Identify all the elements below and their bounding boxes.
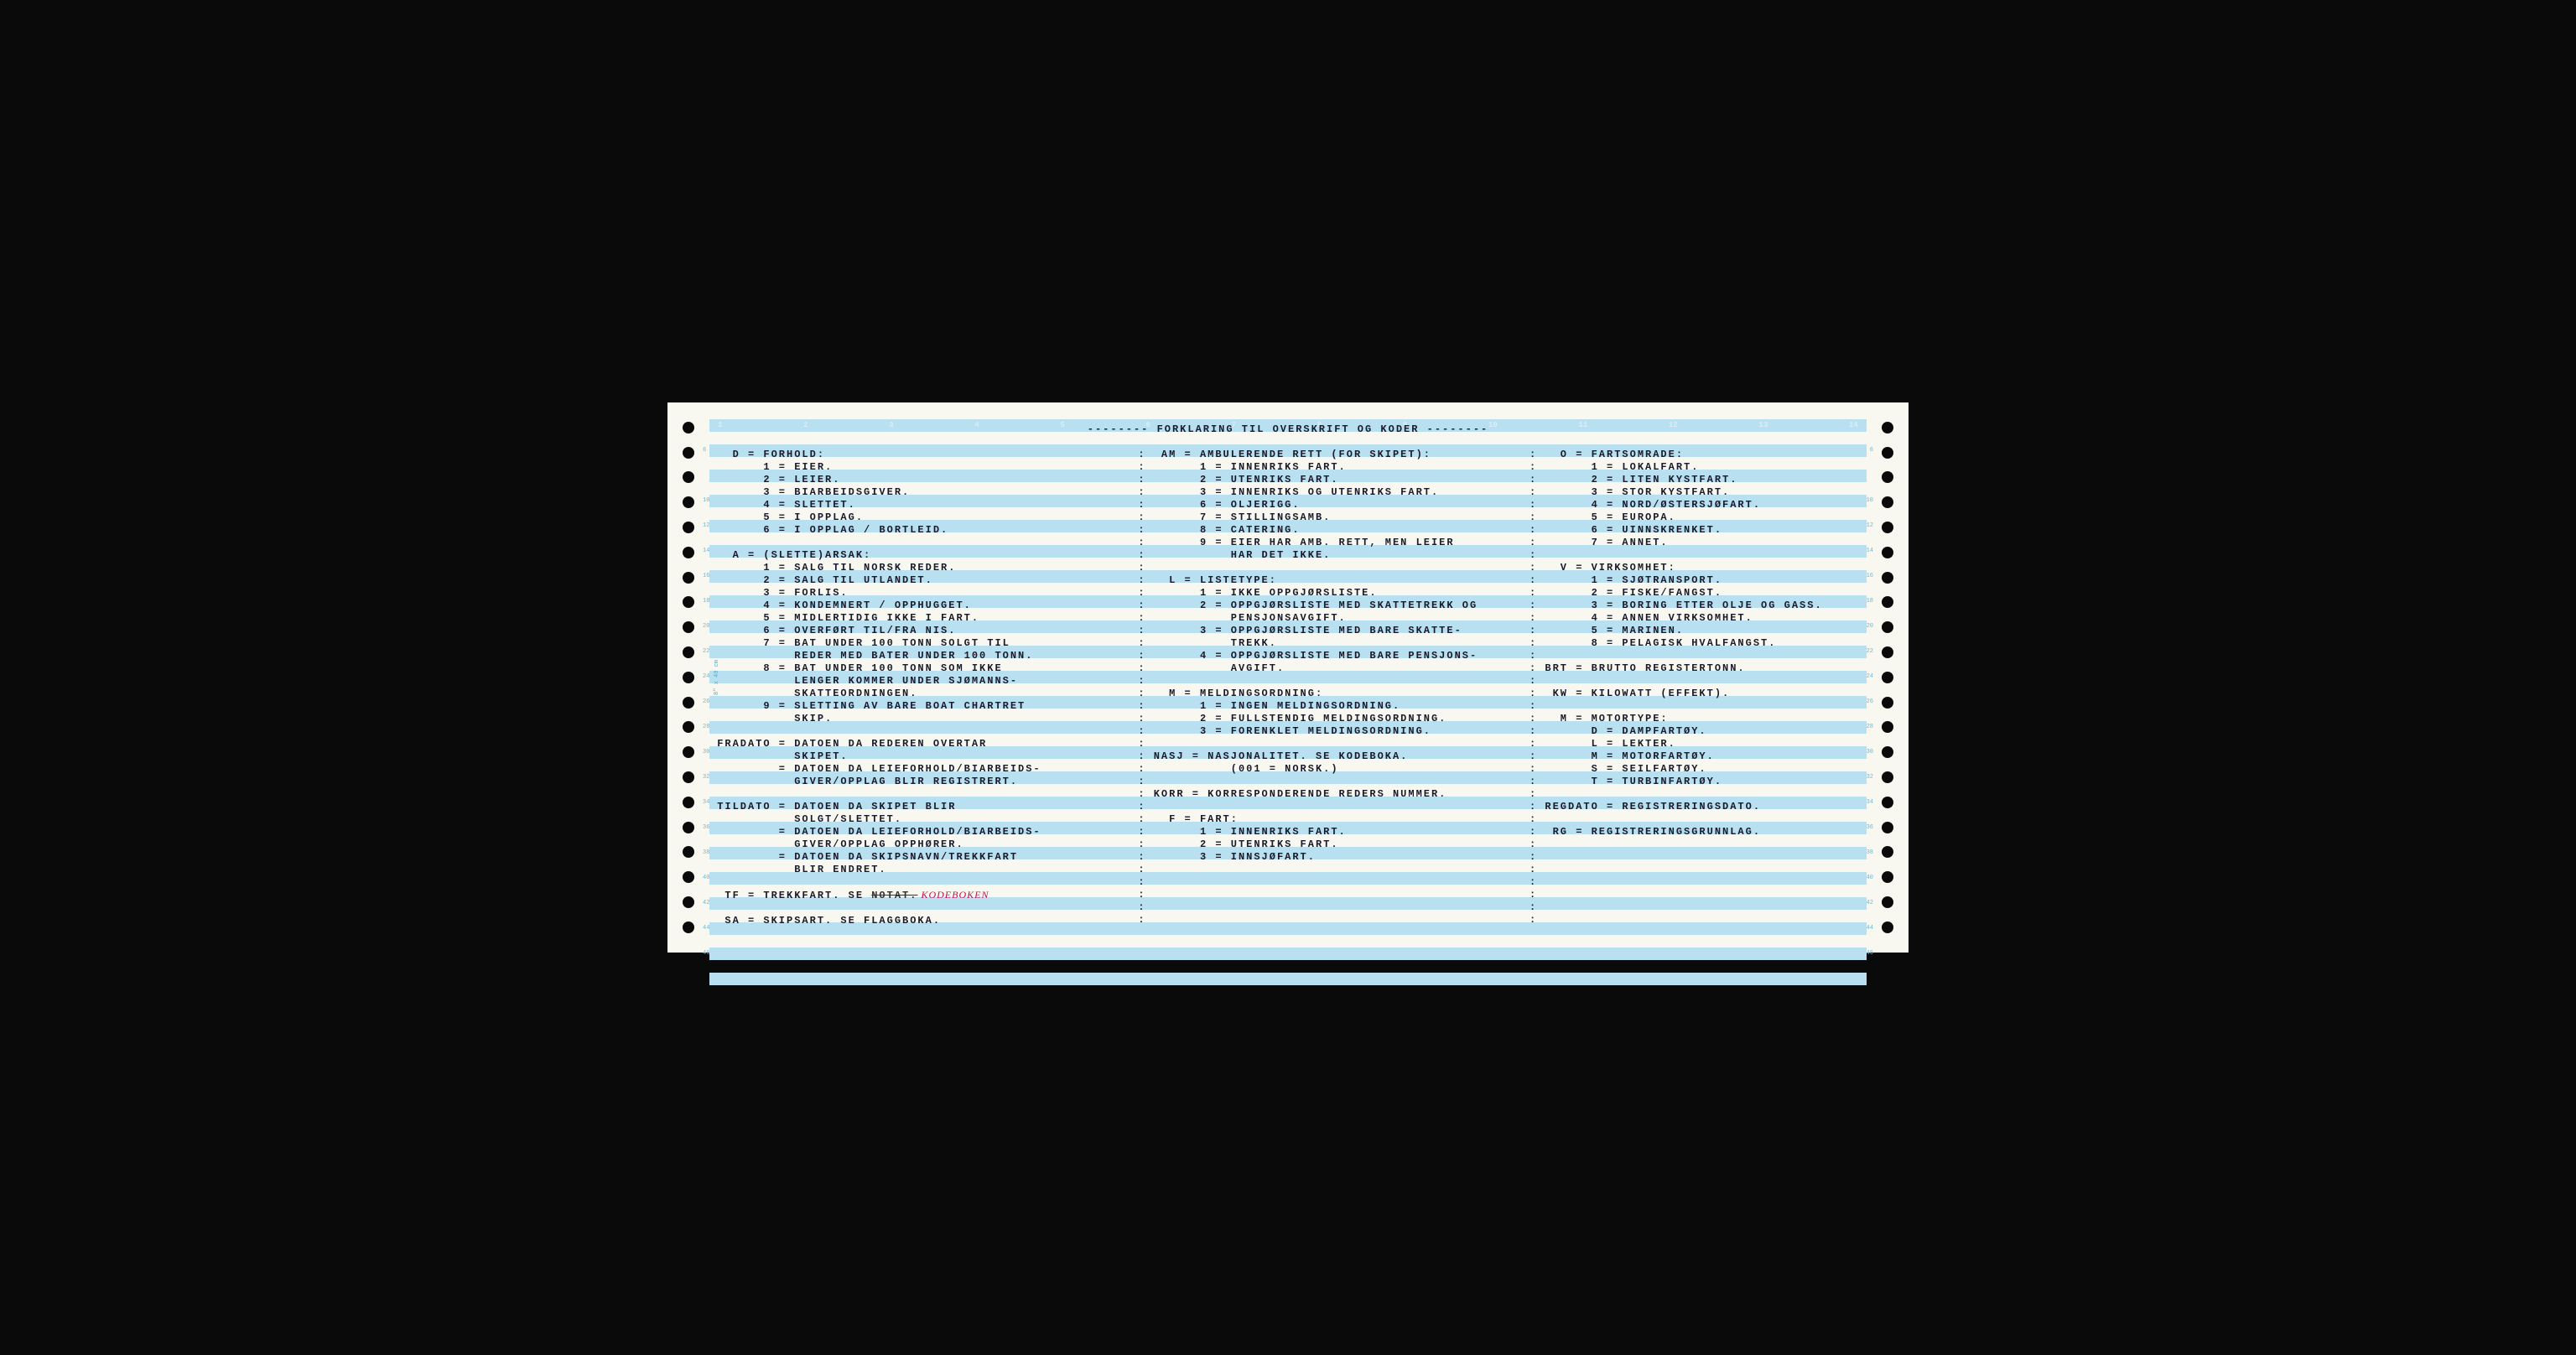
- sprocket-hole: [683, 672, 694, 683]
- sprocket-hole: [1882, 822, 1893, 833]
- sprocket-hole: [1882, 846, 1893, 858]
- sprocket-hole: [1882, 672, 1893, 683]
- sprocket-hole: [1882, 771, 1893, 783]
- continuous-form-paper: 8" x 40 cm 1234567891011121314 6 10 12 1…: [667, 402, 1909, 953]
- sprocket-hole: [683, 896, 694, 908]
- sprocket-hole: [1882, 721, 1893, 733]
- sprocket-hole: [683, 496, 694, 508]
- sprocket-hole: [683, 572, 694, 584]
- handwritten-correction: KODEBOKEN: [917, 889, 989, 901]
- sprocket-hole: [683, 547, 694, 558]
- code-columns: D = FORHOLD: 1 = EIER. 2 = LEIER. 3 = BI…: [709, 449, 1867, 927]
- sprocket-hole: [1882, 572, 1893, 584]
- page-title: -------- FORKLARING TIL OVERSKRIFT OG KO…: [709, 419, 1867, 436]
- sprocket-holes-left: [672, 402, 705, 953]
- sprocket-hole: [683, 922, 694, 933]
- sprocket-hole: [1882, 621, 1893, 633]
- sprocket-hole: [683, 697, 694, 709]
- sprocket-hole: [1882, 896, 1893, 908]
- sprocket-hole: [683, 447, 694, 459]
- sprocket-hole: [683, 621, 694, 633]
- sprocket-hole: [1882, 422, 1893, 433]
- sprocket-hole: [1882, 496, 1893, 508]
- sprocket-holes-right: [1871, 402, 1904, 953]
- sprocket-hole: [1882, 471, 1893, 483]
- sprocket-hole: [1882, 547, 1893, 558]
- sprocket-hole: [1882, 447, 1893, 459]
- column-1: D = FORHOLD: 1 = EIER. 2 = LEIER. 3 = BI…: [709, 449, 1121, 927]
- sprocket-hole: [683, 746, 694, 758]
- sprocket-hole: [1882, 922, 1893, 933]
- struck-text: NOTAT.: [871, 890, 917, 901]
- sprocket-hole: [1882, 746, 1893, 758]
- sprocket-hole: [683, 522, 694, 533]
- sprocket-hole: [1882, 646, 1893, 658]
- sprocket-hole: [683, 596, 694, 608]
- sprocket-hole: [683, 471, 694, 483]
- sprocket-hole: [683, 646, 694, 658]
- column-3: : O = FARTSOMRADE: : 1 = LOKALFART. : 2 …: [1530, 449, 1867, 927]
- sprocket-hole: [1882, 871, 1893, 883]
- sprocket-hole: [1882, 596, 1893, 608]
- sprocket-hole: [1882, 522, 1893, 533]
- column-2: : AM = AMBULERENDE RETT (FOR SKIPET): : …: [1138, 449, 1513, 927]
- sprocket-hole: [683, 871, 694, 883]
- sprocket-hole: [683, 771, 694, 783]
- sprocket-hole: [1882, 797, 1893, 808]
- sprocket-hole: [683, 822, 694, 833]
- sprocket-hole: [683, 846, 694, 858]
- sprocket-hole: [1882, 697, 1893, 709]
- sprocket-hole: [683, 797, 694, 808]
- sprocket-hole: [683, 721, 694, 733]
- printout-content: -------- FORKLARING TIL OVERSKRIFT OG KO…: [709, 419, 1867, 927]
- sprocket-hole: [683, 422, 694, 433]
- row-numbers-right: 6 10 12 14 16 18 20 22 24 26 28 30 32 34…: [1867, 419, 1873, 960]
